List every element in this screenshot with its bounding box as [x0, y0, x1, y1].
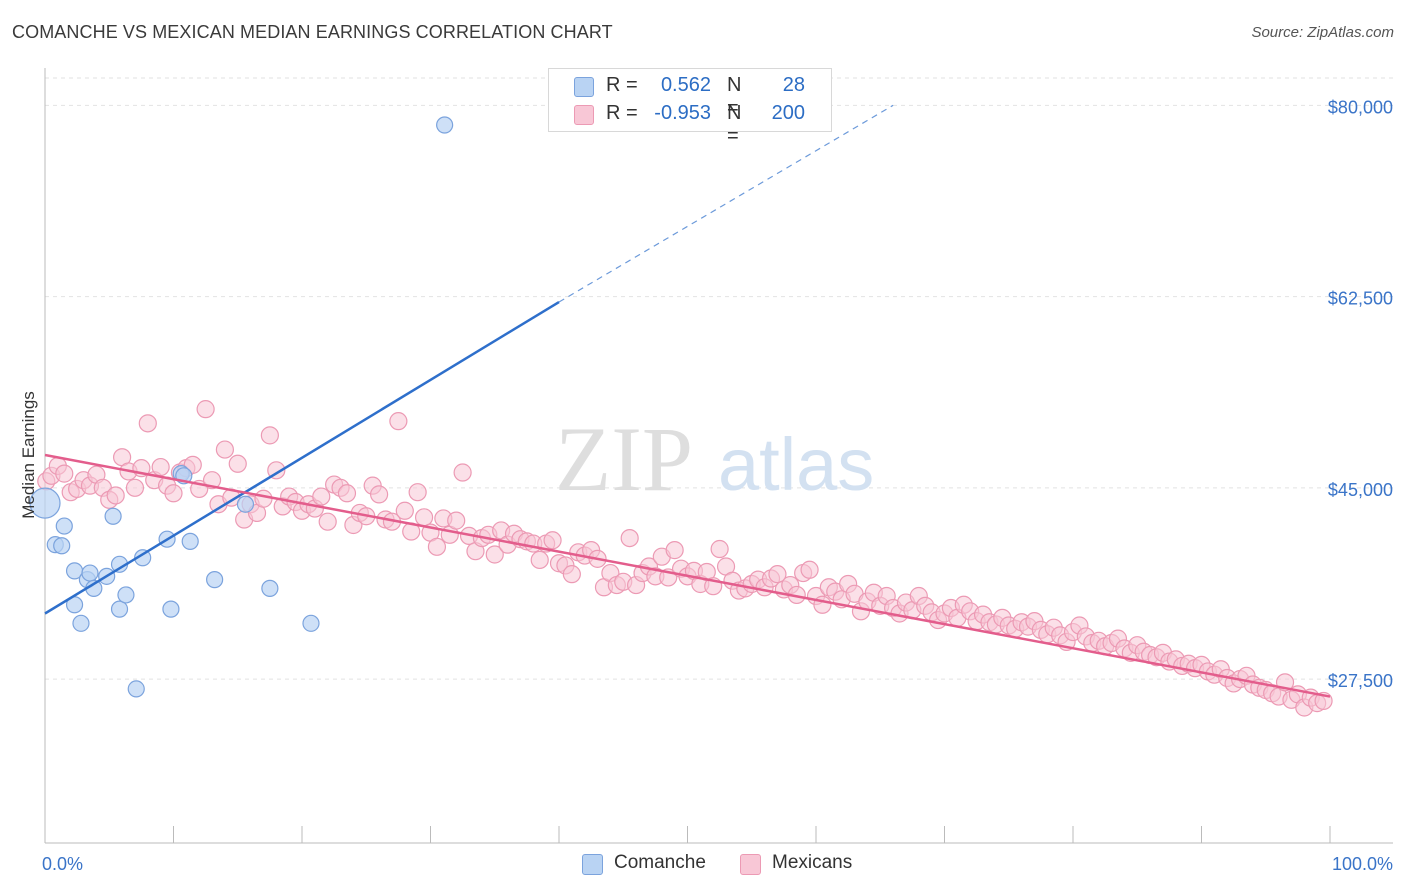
legend-n-label: N = [727, 74, 742, 119]
comanche-points [29, 116, 454, 698]
legend-n-value: 28 [782, 74, 805, 96]
legend-swatch-comanche [574, 77, 594, 97]
mexicans-trend-line [44, 453, 1331, 698]
comanche-point [261, 579, 279, 597]
mexicans-point [665, 541, 684, 560]
comanche-point [206, 571, 224, 589]
y-tick-label: $62,500 [1328, 289, 1393, 309]
mexicans-point [408, 483, 427, 502]
mexicans-point [620, 528, 639, 548]
mexicans-point [370, 485, 389, 504]
watermark-atlas: atlas [718, 423, 874, 506]
mexicans-point [337, 484, 357, 503]
comanche-point [181, 532, 199, 550]
mexicans-point [55, 464, 74, 483]
correlation-legend: R = 0.562 N = 28 R = -0.953 N = 200 [548, 68, 832, 147]
x-tick-label-min: 0.0% [42, 854, 83, 874]
comanche-point [127, 680, 145, 698]
mexicans-point [427, 537, 447, 556]
legend-r-label: R = [606, 102, 638, 124]
mexicans-point [800, 560, 819, 579]
mexicans-point [447, 511, 466, 530]
comanche-point [29, 487, 61, 519]
legend-r-value: -0.953 [654, 102, 711, 124]
mexicans-point [106, 486, 125, 505]
mexicans-point [530, 550, 549, 570]
legend-r-label: R = [606, 74, 638, 96]
mexicans-point [768, 565, 787, 584]
legend-n-label: N = [727, 102, 742, 147]
chart-title: COMANCHE VS MEXICAN MEDIAN EARNINGS CORR… [12, 22, 613, 42]
mexicans-point [395, 501, 414, 520]
comanche-point [302, 614, 320, 632]
comanche-trend-extension [558, 104, 894, 303]
mexicans-point [125, 478, 145, 497]
mexicans-point [196, 400, 215, 419]
mexicans-point [260, 426, 279, 445]
comanche-point [53, 537, 71, 555]
mexicans-point [254, 489, 273, 508]
mexicans-point [228, 454, 247, 473]
bottom-legend-label-mexicans: Mexicans [772, 852, 853, 873]
y-tick-label: $27,500 [1328, 671, 1393, 691]
comanche-point [72, 614, 90, 632]
mexicans-point [138, 414, 157, 433]
x-tick-label-max: 100.0% [1332, 854, 1393, 874]
legend-swatch-mexicans [574, 105, 594, 125]
y-axis-title: Median Earnings [19, 391, 38, 519]
y-tick-label: $45,000 [1328, 480, 1393, 500]
mexicans-point [485, 545, 504, 564]
mexicans-point [562, 565, 581, 584]
comanche-point [81, 564, 99, 582]
y-tick-labels: $27,500 $45,000 $62,500 $80,000 [1328, 97, 1393, 691]
comanche-point [55, 517, 73, 535]
comanche-point [117, 586, 135, 604]
source-label: Source: ZipAtlas.com [1251, 24, 1394, 41]
watermark-zip: ZIP [555, 408, 693, 510]
mexicans-point [215, 440, 234, 459]
comanche-point [236, 495, 255, 513]
bottom-legend-label-comanche: Comanche [614, 852, 706, 873]
bottom-legend-swatch-mexicans [740, 854, 761, 875]
mexicans-point [164, 484, 183, 503]
mexicans-point [312, 487, 331, 506]
comanche-point [104, 507, 122, 525]
mexicans-points [37, 400, 1333, 717]
mexicans-point [414, 508, 434, 527]
bottom-legend-swatch-comanche [582, 854, 603, 875]
trend-lines [44, 104, 1331, 698]
mexicans-point [151, 457, 170, 477]
comanche-point [110, 600, 129, 618]
mexicans-point [710, 539, 729, 559]
mexicans-point [543, 531, 562, 550]
legend-r-value: 0.562 [660, 74, 711, 96]
comanche-trend-line [44, 300, 560, 615]
comanche-point [436, 116, 454, 134]
mexicans-point [318, 512, 337, 531]
legend-n-value: 200 [771, 102, 805, 124]
comanche-point [162, 600, 180, 618]
mexicans-point [453, 463, 472, 482]
y-tick-label: $80,000 [1328, 97, 1393, 117]
mexicans-point [389, 412, 408, 431]
